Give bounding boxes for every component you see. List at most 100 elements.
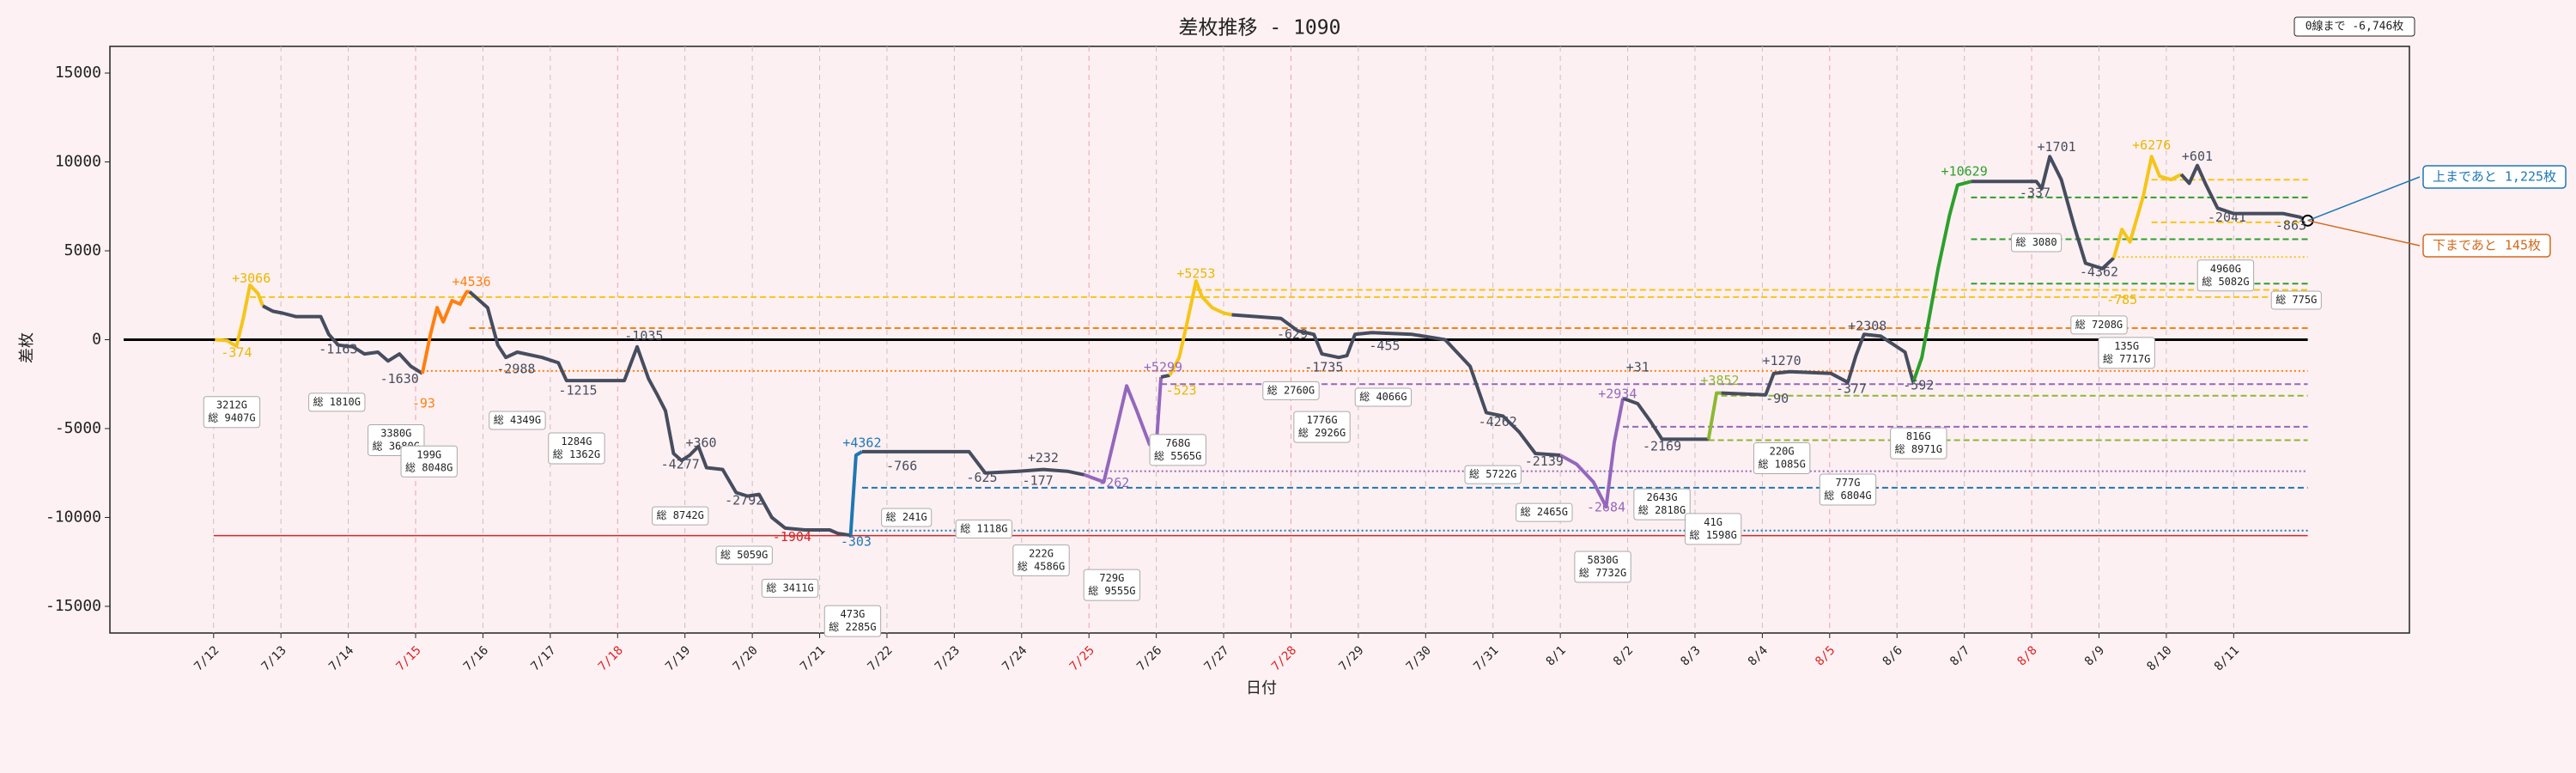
label-box-frame xyxy=(1684,513,1742,545)
annotation: -863 xyxy=(2275,218,2306,234)
label-box: 総 241G xyxy=(881,508,933,527)
x-tick-label: 7/20 xyxy=(731,643,761,673)
label-box-text: 199G xyxy=(416,448,441,460)
label-box-text: 総 7208G xyxy=(2075,319,2123,331)
annotation: -592 xyxy=(1903,378,1934,393)
x-tick-label: 7/18 xyxy=(596,643,626,673)
annotation: -766 xyxy=(886,459,917,474)
label-box-text: 総 2760G xyxy=(1267,384,1315,396)
x-tick-label: 8/2 xyxy=(1611,643,1636,668)
line-segment xyxy=(861,449,1085,477)
label-box-text: 総 9407G xyxy=(208,412,255,424)
label-box-text: 総 8742G xyxy=(657,509,704,521)
label-box-text: 総 9555G xyxy=(1088,585,1135,597)
callout-box xyxy=(2422,165,2567,189)
label-box: 総 4066G xyxy=(1354,387,1413,407)
label-box: 総 5722G xyxy=(1464,465,1522,484)
label-box-frame xyxy=(1149,434,1206,466)
label-box: 総 5059G xyxy=(715,545,773,565)
x-tick-label: 7/24 xyxy=(999,643,1030,673)
annotation: -377 xyxy=(1836,381,1867,397)
annotation: -262 xyxy=(1098,475,1129,490)
y-tick-label: 5000 xyxy=(64,241,101,259)
x-tick-label: 7/21 xyxy=(798,643,828,673)
x-tick-label: 7/31 xyxy=(1471,643,1501,673)
x-tick-label: 8/9 xyxy=(2082,643,2107,668)
line-segment xyxy=(1911,180,1972,383)
y-tick-label: 15000 xyxy=(55,64,101,82)
annotation: -1630 xyxy=(380,371,419,386)
label-box-text: 768G xyxy=(1165,437,1190,449)
annotation: -523 xyxy=(1166,382,1197,398)
annotation: -4362 xyxy=(2080,264,2118,279)
x-tick-label: 7/28 xyxy=(1269,643,1299,673)
label-box-frame xyxy=(2070,315,2128,335)
annotation: -785 xyxy=(2106,292,2137,307)
x-tick-label: 8/4 xyxy=(1746,643,1771,668)
x-tick-label: 8/6 xyxy=(1880,643,1905,668)
note-box xyxy=(2293,16,2415,37)
label-box-frame xyxy=(203,396,261,429)
y-tick-label: -5000 xyxy=(55,419,101,437)
label-box-text: 総 3080 xyxy=(2015,236,2057,248)
label-box-text: 1284G xyxy=(561,435,592,447)
label-box-text: 総 7732G xyxy=(1579,567,1626,579)
label-box-text: 1776G xyxy=(1306,414,1337,426)
annotation: -4262 xyxy=(1479,414,1517,429)
x-tick-label: 7/13 xyxy=(259,643,289,673)
label-box-frame xyxy=(881,508,933,527)
label-box-frame xyxy=(1633,488,1691,520)
annotation: +5299 xyxy=(1144,359,1182,374)
label-box-frame xyxy=(1262,380,1320,400)
label-box-text: 222G xyxy=(1029,547,1054,559)
annotation: -1163 xyxy=(319,342,357,357)
annotation: +1701 xyxy=(2038,139,2076,155)
label-box-frame xyxy=(1516,502,1573,522)
line-segment xyxy=(848,450,863,536)
label-box: 総 1810G xyxy=(308,393,366,412)
x-tick-label: 8/3 xyxy=(1678,643,1703,668)
annotation: -2988 xyxy=(496,362,535,377)
label-box-frame xyxy=(1464,465,1522,484)
annotation: -2792 xyxy=(725,493,763,508)
label-box-text: 220G xyxy=(1770,446,1795,458)
label-box-text: 総 1598G xyxy=(1689,529,1736,541)
label-box-frame xyxy=(1819,473,1877,506)
annotation: +2934 xyxy=(1598,386,1637,401)
line-segment xyxy=(1622,396,1709,441)
label-box-text: 473G xyxy=(841,608,866,620)
line-segment xyxy=(1971,155,2116,271)
label-box-frame xyxy=(823,605,882,637)
label-box-frame xyxy=(2098,337,2155,369)
label-box-text: 2643G xyxy=(1646,491,1677,503)
label-box-frame xyxy=(1890,427,1947,460)
label-box-frame xyxy=(548,432,605,465)
label-box-text: 総 3411G xyxy=(766,581,813,593)
annotation: +1270 xyxy=(1763,353,1801,368)
x-tick-label: 7/12 xyxy=(191,643,222,673)
label-box-text: 総 1118G xyxy=(960,522,1007,534)
label-box: 総 8742G xyxy=(652,506,709,526)
annotation: +360 xyxy=(685,435,716,451)
label-box-text: 総 1362G xyxy=(553,448,600,460)
label-box-text: 総 2465G xyxy=(1521,506,1568,518)
label-box-frame xyxy=(715,545,773,565)
callout-leader xyxy=(2307,220,2421,247)
annotation: -303 xyxy=(841,534,872,550)
annotation: -2139 xyxy=(1525,453,1564,469)
label-box-text: 816G xyxy=(1906,430,1931,442)
x-tick-label: 7/14 xyxy=(326,643,356,673)
line-segment xyxy=(420,289,470,374)
label-box: 総 2465G xyxy=(1516,502,1573,522)
label-box-text: 総 5722G xyxy=(1469,468,1516,480)
x-tick-label: 7/29 xyxy=(1336,643,1366,673)
x-tick-label: 7/26 xyxy=(1134,643,1164,673)
annotation: -177 xyxy=(1023,473,1054,489)
